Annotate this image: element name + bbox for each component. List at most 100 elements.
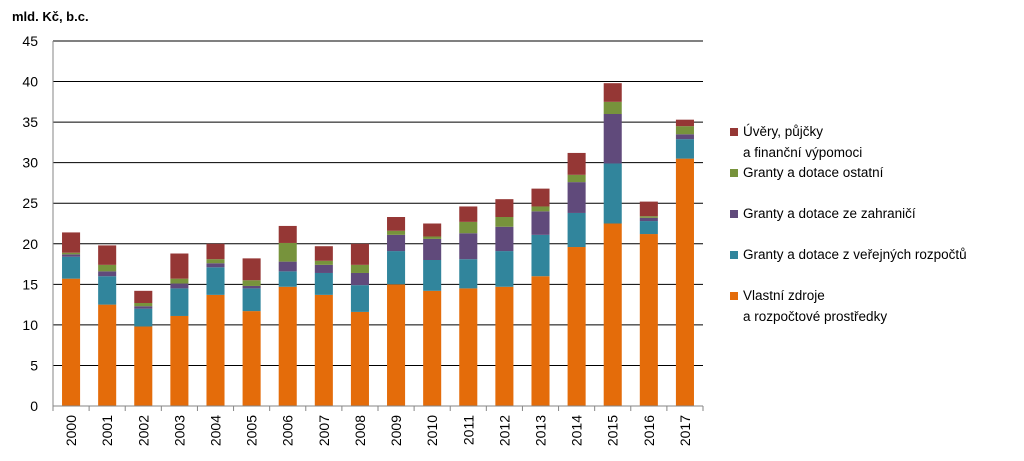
bar-segment	[459, 288, 478, 406]
bar-segment	[206, 259, 225, 264]
bar-segment	[350, 285, 369, 312]
bar-segment	[603, 83, 622, 102]
bar-segment	[278, 271, 297, 287]
bar-segment	[639, 221, 658, 235]
bar-segment	[98, 264, 117, 272]
bar-segment	[350, 311, 369, 406]
bar-segment	[531, 188, 550, 207]
bar-segment	[278, 242, 297, 262]
bar-segment	[170, 278, 189, 284]
legend-label-line: Úvěry, půjčky	[743, 124, 824, 139]
bar-segment	[134, 326, 153, 406]
bar-segment	[170, 315, 189, 406]
y-tick-label: 45	[22, 33, 38, 49]
x-tick-label: 2004	[208, 415, 224, 446]
bar-segment	[459, 233, 478, 260]
legend-label-line: a finanční výpomoci	[743, 145, 863, 160]
bar-segment	[495, 251, 514, 287]
bar-segment	[531, 234, 550, 277]
x-tick-label: 2005	[244, 415, 260, 446]
y-tick-label: 10	[22, 317, 38, 333]
bar-segment	[242, 285, 261, 289]
bar-segment	[387, 251, 406, 285]
bar-segment	[603, 163, 622, 224]
y-tick-label: 35	[22, 114, 38, 130]
bar-segment	[98, 271, 117, 277]
legend-label: Granty a dotace z veřejných rozpočtů	[743, 244, 967, 265]
bar-segment	[206, 294, 225, 406]
bar-segment	[314, 246, 333, 261]
bar-segment	[62, 278, 81, 406]
bar-segment	[242, 311, 261, 406]
bar-segment	[495, 226, 514, 252]
y-tick-label: 40	[22, 74, 38, 90]
bar-segment	[567, 247, 586, 406]
legend-label-line: Granty a dotace ze zahraničí	[743, 206, 916, 221]
bar-segment	[206, 243, 225, 260]
x-tick-label: 2015	[605, 415, 621, 446]
bar-segment	[62, 254, 81, 257]
bar-segment	[459, 206, 478, 222]
bar-segment	[423, 223, 442, 237]
bar-segment	[639, 234, 658, 406]
bar-segment	[639, 201, 658, 217]
legend-label-line: Granty a dotace z veřejných rozpočtů	[743, 247, 967, 262]
bar-segment	[170, 288, 189, 316]
bar-segment	[350, 264, 369, 273]
legend-swatch	[730, 128, 738, 136]
bar-segment	[242, 258, 261, 281]
bar-segment	[531, 276, 550, 406]
bar-segment	[134, 302, 153, 307]
bar-segment	[62, 252, 81, 255]
bar-segment	[459, 259, 478, 289]
x-tick-label: 2008	[352, 415, 368, 446]
y-tick-label: 5	[30, 357, 38, 373]
y-tick-label: 20	[22, 236, 38, 252]
bar-segment	[387, 230, 406, 235]
x-tick-label: 2012	[496, 415, 512, 446]
bar-segment	[675, 134, 694, 140]
bar-segment	[531, 211, 550, 235]
bar-segment	[567, 152, 586, 175]
y-axis-unit-label: mld. Kč, b.c.	[12, 9, 89, 24]
bar-segment	[62, 232, 81, 253]
bar-segment	[170, 253, 189, 279]
bar-segment	[567, 182, 586, 213]
x-tick-label: 2017	[677, 415, 693, 446]
legend-label: Granty a dotace ze zahraničí	[743, 203, 916, 224]
bar-segment	[350, 272, 369, 286]
bar-segment	[314, 272, 333, 295]
bar-segment	[134, 308, 153, 327]
legend-label-line: Vlastní zdroje	[743, 288, 825, 303]
bar-segment	[639, 216, 658, 218]
y-tick-label: 15	[22, 276, 38, 292]
x-tick-label: 2006	[280, 415, 296, 446]
bar-segment	[567, 212, 586, 248]
bar-segment	[531, 206, 550, 212]
bar-segment	[675, 158, 694, 406]
x-tick-label: 2010	[424, 415, 440, 446]
bar-segment	[62, 256, 81, 279]
bar-segment	[387, 284, 406, 406]
legend-label-line: Granty a dotace ostatní	[743, 165, 884, 180]
bar-segment	[603, 114, 622, 164]
x-tick-label: 2014	[569, 415, 585, 446]
x-tick-label: 2000	[63, 415, 79, 446]
bar-segment	[495, 199, 514, 218]
x-tick-label: 2011	[460, 415, 476, 445]
legend-label-line: a rozpočtové prostředky	[743, 309, 888, 324]
x-tick-label: 2007	[316, 415, 332, 446]
legend-label: Úvěry, půjčky a finanční výpomoci	[743, 121, 862, 163]
bar-segment	[314, 260, 333, 265]
legend-label: Vlastní zdroje a rozpočtové prostředky	[743, 285, 887, 327]
legend-label: Granty a dotace ostatní	[743, 162, 883, 183]
bar-segment	[278, 286, 297, 406]
bar-segment	[423, 290, 442, 406]
bar-segment	[423, 236, 442, 239]
x-tick-label: 2016	[641, 415, 657, 446]
bar-segment	[387, 234, 406, 252]
x-tick-label: 2013	[533, 415, 549, 446]
bar-segment	[278, 261, 297, 272]
bar-segment	[242, 280, 261, 286]
bar-segment	[675, 119, 694, 127]
